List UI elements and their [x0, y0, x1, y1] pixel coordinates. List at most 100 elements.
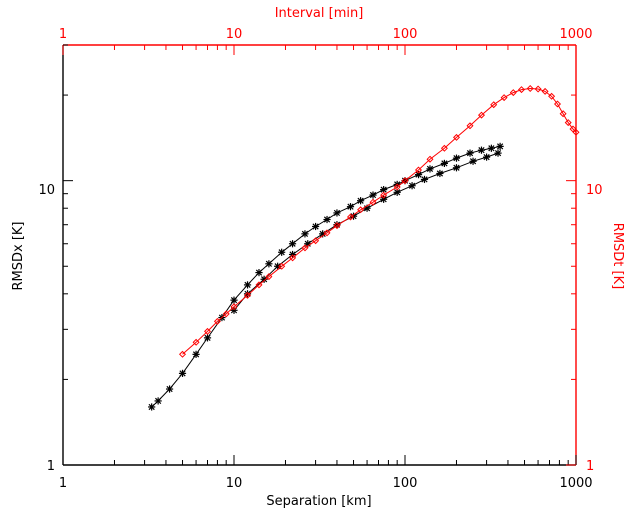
- data-point-asterisk: [466, 149, 474, 157]
- asterisk-stroke: [488, 145, 495, 152]
- asterisk-stroke: [244, 281, 251, 289]
- data-point-asterisk: [243, 281, 252, 289]
- data-point-asterisk: [369, 191, 377, 199]
- asterisk-stroke: [466, 149, 474, 157]
- data-point-diamond: [243, 291, 252, 299]
- data-point-diamond: [323, 229, 331, 237]
- x-tick-label-1000: 1000: [559, 476, 592, 491]
- data-point-diamond: [477, 111, 486, 119]
- data-point-asterisk: [452, 154, 461, 162]
- data-point-asterisk: [380, 195, 388, 203]
- asterisk-stroke: [478, 147, 485, 154]
- asterisk-stroke: [301, 230, 309, 237]
- y-left-tick-label-10: 10: [38, 183, 55, 198]
- asterisk-stroke: [483, 153, 490, 161]
- data-point-asterisk: [408, 182, 416, 190]
- data-point-diamond: [255, 281, 263, 289]
- asterisk-stroke: [347, 203, 354, 210]
- asterisk-stroke: [323, 216, 331, 223]
- data-point-diamond: [222, 310, 230, 318]
- asterisk-stroke: [426, 165, 434, 173]
- asterisk-stroke: [155, 397, 162, 405]
- data-point-diamond: [572, 128, 580, 136]
- plot-frame: [62, 44, 577, 466]
- data-point-asterisk: [148, 403, 156, 411]
- data-point-diamond: [517, 86, 526, 94]
- asterisk-stroke: [333, 209, 341, 217]
- data-point-asterisk: [192, 350, 200, 358]
- series-3: [178, 84, 580, 358]
- data-series: [148, 84, 580, 411]
- asterisk-stroke: [408, 182, 416, 189]
- data-point-asterisk: [165, 385, 174, 393]
- data-point-diamond: [414, 166, 423, 174]
- asterisk-stroke: [497, 143, 504, 150]
- series-2: [230, 149, 502, 314]
- asterisk-stroke: [421, 176, 428, 183]
- data-point-asterisk: [323, 215, 331, 224]
- y-left-axis-title: RMSDx [K]: [11, 221, 26, 290]
- data-point-diamond: [534, 85, 542, 93]
- asterisk-stroke: [357, 197, 364, 204]
- asterisk-stroke: [192, 351, 200, 358]
- data-point-diamond: [509, 89, 517, 97]
- data-point-asterisk: [274, 262, 282, 270]
- data-point-diamond: [213, 317, 221, 325]
- data-point-asterisk: [278, 248, 286, 256]
- data-point-asterisk: [440, 159, 449, 168]
- asterisk-stroke: [148, 403, 155, 411]
- data-point-asterisk: [436, 169, 444, 178]
- top-x-axis-title: Interval [min]: [275, 6, 364, 21]
- data-point-diamond: [192, 338, 200, 346]
- data-point-diamond: [440, 144, 448, 152]
- asterisk-stroke: [380, 196, 387, 203]
- data-point-asterisk: [203, 334, 212, 342]
- data-point-diamond: [541, 87, 549, 95]
- data-point-diamond: [401, 177, 409, 185]
- data-point-diamond: [230, 303, 238, 311]
- data-point-diamond: [369, 198, 377, 206]
- data-point-asterisk: [469, 157, 477, 165]
- data-point-asterisk: [154, 397, 162, 405]
- asterisk-stroke: [394, 189, 401, 196]
- data-point-asterisk: [494, 149, 502, 157]
- data-point-diamond: [466, 122, 474, 130]
- series-1: [148, 142, 504, 411]
- data-point-asterisk: [426, 165, 434, 173]
- asterisk-stroke: [179, 370, 186, 377]
- asterisk-stroke: [278, 249, 285, 256]
- asterisk-stroke: [415, 171, 422, 178]
- y-right-tick-label-10: 10: [586, 183, 603, 198]
- asterisk-stroke: [436, 170, 444, 177]
- data-point-diamond: [553, 100, 562, 108]
- x-tick-label-100: 100: [393, 476, 418, 491]
- data-point-asterisk: [477, 146, 486, 154]
- asterisk-stroke: [274, 263, 281, 270]
- asterisk-stroke: [441, 160, 448, 167]
- data-point-diamond: [380, 191, 388, 199]
- asterisk-stroke: [230, 297, 238, 304]
- asterisk-stroke: [469, 158, 477, 165]
- data-point-asterisk: [255, 268, 263, 277]
- data-point-diamond: [452, 133, 461, 141]
- data-point-asterisk: [346, 203, 355, 211]
- data-point-diamond: [278, 262, 286, 270]
- asterisk-stroke: [265, 260, 273, 267]
- data-point-diamond: [178, 350, 187, 358]
- data-point-asterisk: [487, 144, 495, 152]
- asterisk-stroke: [369, 191, 377, 199]
- asterisk-stroke: [204, 334, 211, 341]
- top-x-tick-label-100: 100: [393, 27, 418, 42]
- data-point-diamond: [265, 273, 273, 281]
- series-1-line: [151, 145, 501, 408]
- asterisk-stroke: [244, 290, 251, 297]
- data-point-asterisk: [357, 197, 365, 205]
- data-point-diamond: [301, 244, 309, 252]
- x-tick-label-10: 10: [226, 476, 243, 491]
- asterisk-stroke: [453, 164, 460, 171]
- top-x-tick-label-1: 1: [59, 27, 67, 42]
- data-point-diamond: [346, 213, 355, 221]
- data-point-diamond: [526, 84, 534, 93]
